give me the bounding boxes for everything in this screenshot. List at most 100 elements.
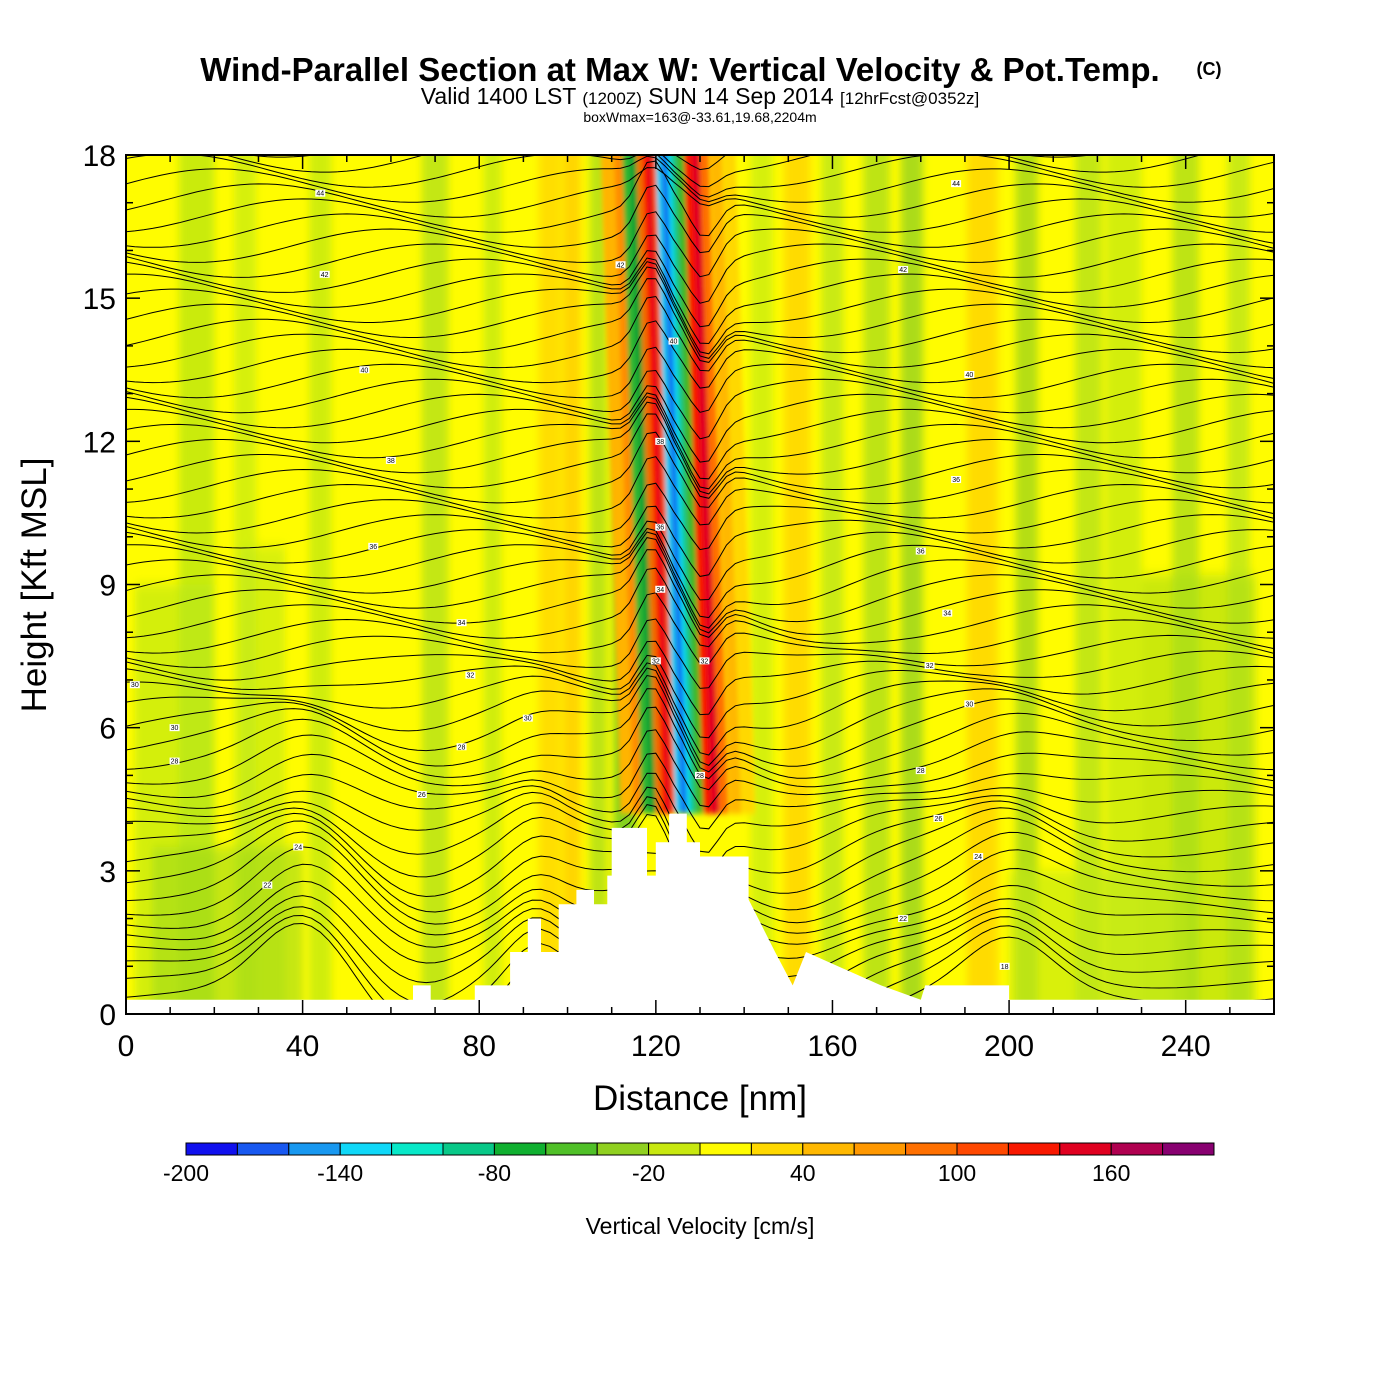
theta-contour-line [126, 667, 1274, 766]
theta-contour-line [126, 369, 1274, 440]
theta-contour-line [126, 320, 1274, 389]
contour-label: 28 [917, 768, 925, 775]
valid-utc: (1200Z) [582, 89, 642, 108]
contour-label: 44 [952, 181, 960, 188]
y-tick-label: 12 [83, 426, 116, 459]
colorbar-tick-label: 160 [1092, 1160, 1130, 1186]
theta-contour-line [126, 295, 1274, 372]
theta-contour-line [223, 155, 1202, 188]
contour-label: 30 [524, 716, 532, 723]
colorbar-swatch [545, 1142, 598, 1156]
theta-contour-line [126, 160, 1274, 237]
theta-contour-line [126, 482, 1274, 551]
w-band [783, 155, 811, 1014]
contour-label-box [655, 523, 666, 531]
contour-label: 42 [321, 272, 329, 279]
terrain-mask [126, 813, 1274, 1014]
contour-label: 32 [652, 658, 660, 665]
contour-label: 28 [171, 759, 179, 766]
colorbar-tick-label: -80 [478, 1160, 511, 1186]
valid-fcst: [12hrFcst@0352z] [840, 89, 979, 108]
contour-label: 38 [656, 439, 664, 446]
x-axis-title: Distance [nm] [593, 1079, 807, 1118]
contour-label: 22 [899, 916, 907, 923]
x-tick-labels: 0 40 80 120 160 200 240 [118, 1030, 1211, 1063]
valid-prefix: Valid 1400 LST [421, 83, 577, 109]
theta-contour-line [126, 250, 1274, 328]
y-tick-labels: 0 3 6 9 12 15 18 [83, 140, 116, 1032]
w-band [750, 155, 773, 1014]
colorbar-swatch [750, 1142, 804, 1156]
theta-contour-line [126, 413, 1274, 499]
colorbar-swatch [236, 1142, 290, 1156]
theta-contour-line [126, 396, 1274, 490]
theta-contour-line [126, 346, 1274, 413]
contour-label-box [315, 189, 326, 197]
colorbar-swatch [185, 1142, 238, 1156]
w-band [483, 155, 502, 1014]
contour-label-box [615, 261, 626, 269]
colorbar-swatch [699, 1142, 752, 1156]
contour-label: 42 [617, 262, 625, 269]
contour-label: 30 [965, 701, 973, 708]
theta-contour-line [126, 618, 1274, 689]
colorbar-title: Vertical Velocity [cm/s] [586, 1213, 815, 1239]
colorbar-swatch [288, 1142, 341, 1156]
theta-contour-line [126, 531, 1274, 629]
theta-contour-line [126, 184, 1274, 254]
core-strip [652, 155, 677, 814]
theta-contour-line [126, 706, 1274, 791]
valid-line: Valid 1400 LST (1200Z) SUN 14 Sep 2014 [… [421, 83, 979, 109]
colorbar-swatch [1059, 1142, 1112, 1156]
colorbar-swatch [905, 1142, 958, 1156]
theta-contour-line [126, 567, 1274, 648]
contour-label-box [942, 609, 953, 617]
contour-label-box [319, 270, 330, 278]
boxwmax-line: boxWmax=163@-33.61,19.68,2204m [583, 109, 816, 125]
colorbar-swatch [853, 1142, 907, 1156]
colorbar-tick-label: 40 [790, 1160, 816, 1186]
contour-label-box [522, 714, 533, 722]
y-tick-label: 18 [83, 140, 116, 173]
y-tick-label: 0 [99, 999, 116, 1032]
contour-label-box [650, 657, 661, 665]
theta-contour-line [126, 431, 1274, 508]
y-tick-label: 6 [99, 713, 116, 746]
contour-label: 34 [458, 620, 466, 627]
theta-contour-line [126, 922, 1274, 1014]
contour-label: 28 [696, 773, 704, 780]
core-strip [655, 155, 680, 814]
contour-label: 34 [656, 587, 664, 594]
axis-ticks [125, 154, 1275, 1015]
contour-label: 26 [935, 816, 943, 823]
contour-label-box [169, 757, 180, 765]
x-tick-label: 200 [984, 1030, 1034, 1063]
contour-label-box [964, 371, 975, 379]
contour-label: 28 [458, 744, 466, 751]
theta-contour-line [126, 155, 1274, 198]
contour-label-box [915, 767, 926, 775]
contour-label-box [933, 814, 944, 822]
theta-contour-line [126, 261, 1274, 355]
w-band [967, 155, 999, 1014]
theta-contour-line [126, 537, 1274, 634]
theta-contours [126, 155, 1274, 1014]
contour-label: 32 [701, 658, 709, 665]
colorbar-swatch [1162, 1142, 1215, 1156]
plot-field: 44 44 42 42 42 40 40 40 38 38 36 36 36 36 34 34 34 32 32 32… [126, 155, 1274, 1014]
x-tick-label: 40 [286, 1030, 319, 1063]
colorbar-swatch [391, 1142, 444, 1156]
field-soft-layer [134, 155, 1257, 1014]
contour-label: 36 [656, 525, 664, 532]
theta-contour-line [126, 505, 1274, 577]
contour-label-box [465, 671, 476, 679]
contour-label-box [964, 700, 975, 708]
theta-contour-line [126, 527, 1274, 619]
theta-contour-line [126, 456, 1274, 526]
theta-contour-line [126, 278, 1274, 363]
core-strip [691, 155, 720, 814]
colorbar-swatch [956, 1142, 1009, 1156]
contour-label: 36 [917, 549, 925, 556]
core-strip [722, 155, 756, 814]
theta-contour-line [126, 211, 1274, 278]
